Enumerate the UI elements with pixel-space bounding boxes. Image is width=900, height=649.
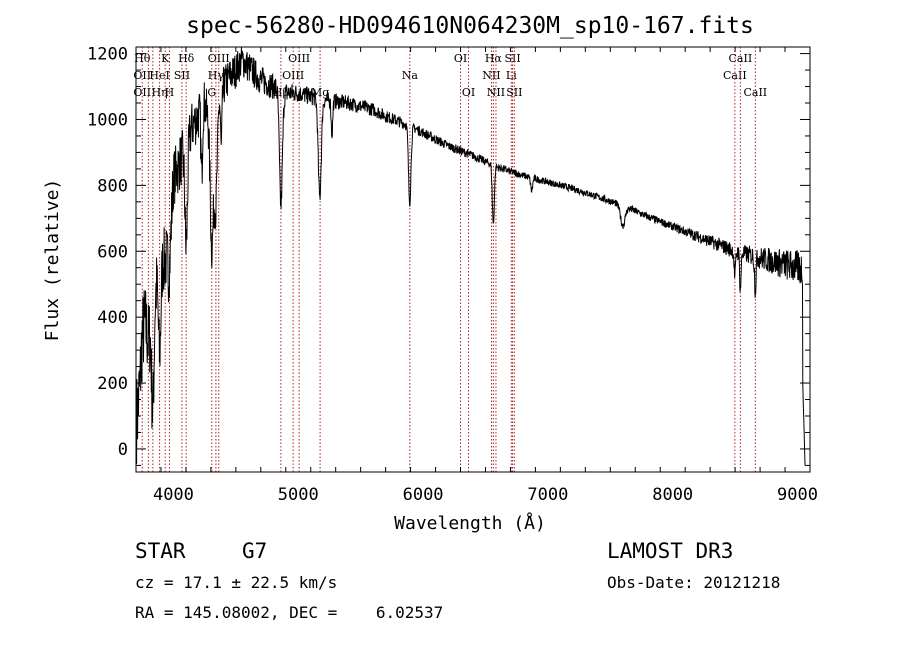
line-marker-label: Hγ	[208, 69, 225, 82]
line-marker-label: OI	[454, 52, 467, 65]
line-marker-label: Hα	[485, 52, 503, 65]
line-marker-label: NII	[482, 69, 500, 82]
x-tick-label: 4000	[153, 485, 194, 505]
line-marker-label: Hδ	[178, 52, 195, 65]
spectrum-line	[136, 46, 806, 466]
line-marker-label: OII	[133, 69, 151, 82]
object-class: STAR	[135, 539, 186, 563]
line-marker-label: CaII	[729, 52, 753, 65]
line-marker-label: OIII	[208, 52, 230, 65]
y-axis-label: Flux (relative)	[42, 179, 63, 342]
y-tick-label: 200	[97, 374, 128, 394]
y-tick-label: 600	[97, 242, 128, 262]
x-tick-label: 5000	[278, 485, 319, 505]
y-tick-label: 0	[118, 440, 128, 460]
line-marker-label: G	[207, 86, 216, 99]
line-marker-label: CaII	[743, 86, 767, 99]
subclass: G7	[242, 539, 268, 563]
line-marker-label: SII	[174, 69, 190, 82]
y-tick-label: 800	[97, 176, 128, 196]
line-marker-label: K	[161, 52, 170, 65]
line-marker-label: SII	[504, 52, 520, 65]
redshift-value: cz = 17.1 ± 22.5 km/s	[135, 573, 338, 592]
x-axis-label: Wavelength (Å)	[394, 512, 546, 534]
line-marker-label: H	[165, 86, 175, 99]
line-markers: HθOIIOIIHeIHηKHSIIHδGHγOIIIHβOIIIOIIIMgN…	[133, 47, 767, 472]
coordinates: RA = 145.08002, DEC = 6.02537	[135, 603, 444, 622]
y-tick-label: 1000	[87, 110, 128, 130]
line-marker-label: Na	[402, 69, 419, 82]
x-tick-label: 8000	[652, 485, 693, 505]
line-marker-label: Hη	[151, 86, 167, 99]
y-tick-label: 1200	[87, 45, 128, 65]
line-marker-label: SII	[506, 86, 522, 99]
line-marker-label: Hθ	[134, 52, 151, 65]
observation-date: Obs-Date: 20121218	[607, 573, 781, 592]
y-axis: 0 200 400 600 800 1000 1200	[87, 45, 810, 466]
line-marker-label: Li	[506, 69, 517, 82]
x-tick-label: 6000	[403, 485, 444, 505]
x-tick-label: 9000	[777, 485, 818, 505]
line-marker-label: CaII	[723, 69, 747, 82]
x-axis: 4000 5000 6000 7000 8000 9000	[135, 47, 818, 505]
line-marker-label: OII	[133, 86, 151, 99]
line-marker-label: OIII	[282, 69, 304, 82]
line-marker-label: NII	[487, 86, 505, 99]
line-marker-label: OI	[462, 86, 475, 99]
survey-name: LAMOST DR3	[607, 539, 734, 563]
line-marker-label: HeI	[149, 69, 169, 82]
plot-frame	[135, 46, 811, 473]
x-tick-label: 7000	[527, 485, 568, 505]
line-marker-label: OIII	[288, 52, 310, 65]
y-tick-label: 400	[97, 308, 128, 328]
chart-title: spec-56280-HD094610N064230M_sp10-167.fit…	[186, 13, 754, 39]
